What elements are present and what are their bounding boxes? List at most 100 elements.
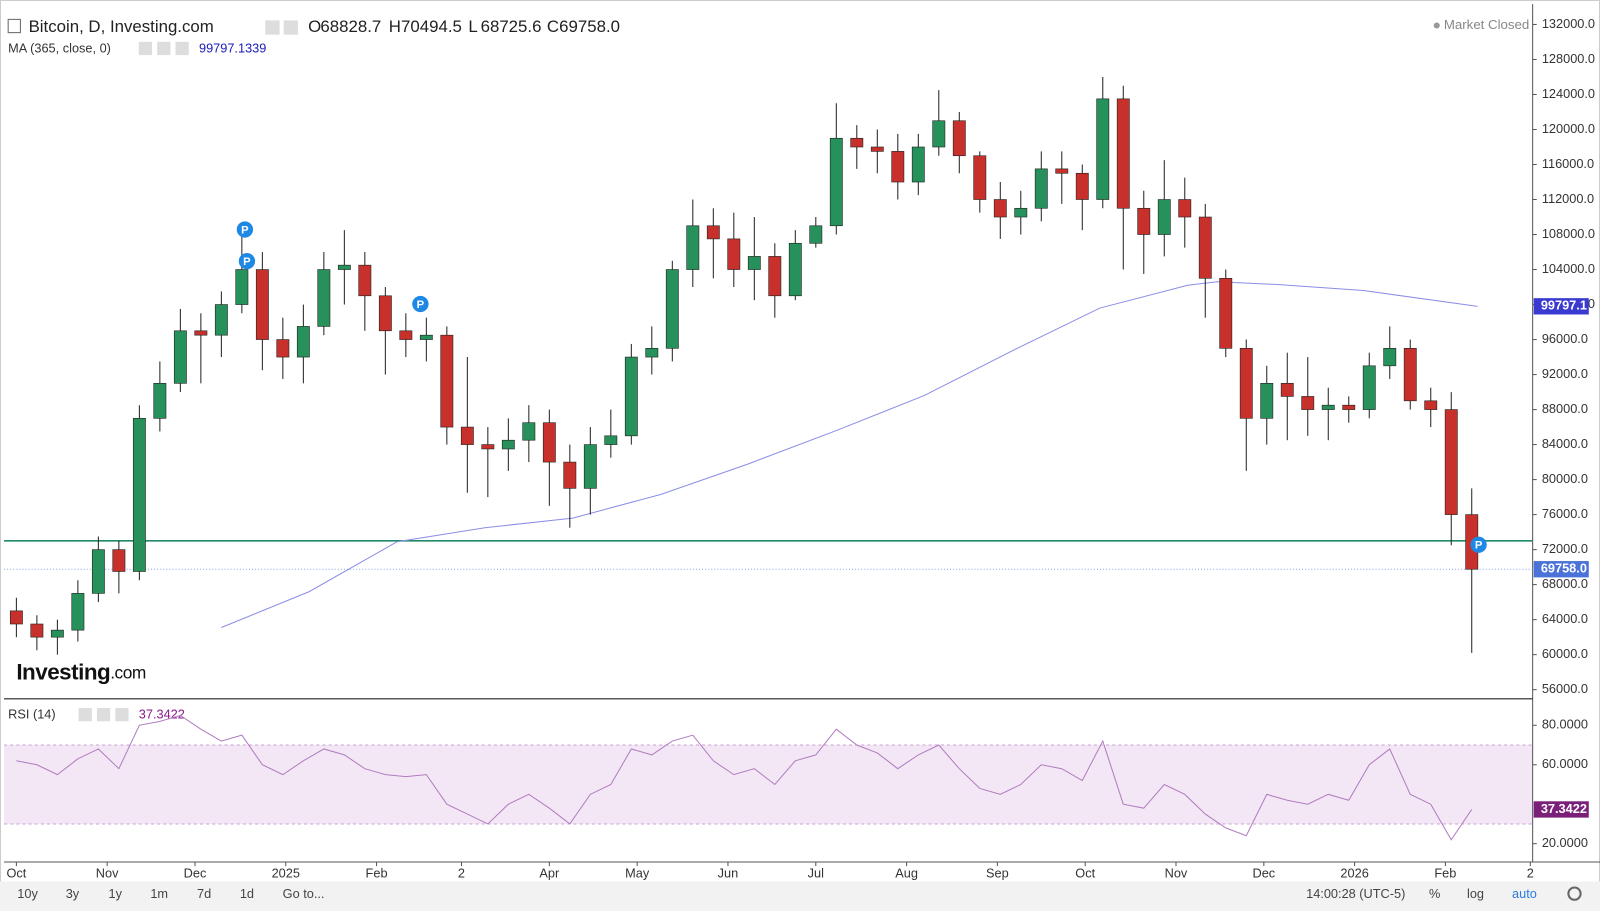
rsi-tag-label: 37.3422	[1541, 801, 1587, 816]
candle-body	[891, 151, 905, 183]
ohlc-key: L	[468, 17, 477, 36]
y-tick-label: 84000.0	[1542, 436, 1588, 451]
candle-body	[1137, 207, 1151, 235]
candle-body	[563, 461, 577, 489]
settings-button[interactable]	[1567, 886, 1582, 901]
y-tick-label: 116000.0	[1542, 156, 1594, 171]
candle-body	[1321, 404, 1335, 410]
candle-body	[1444, 409, 1458, 515]
candle-body	[1014, 207, 1028, 218]
x-tick-label: Aug	[895, 866, 918, 881]
candle-body	[727, 238, 741, 270]
candle-body	[1178, 199, 1192, 218]
range-button[interactable]: 1d	[240, 886, 254, 901]
candle-body	[296, 326, 310, 358]
range-button[interactable]: 1m	[150, 886, 168, 901]
settings-icon[interactable]	[138, 41, 153, 56]
status-dot	[1433, 22, 1440, 29]
x-tick-label: Feb	[366, 866, 388, 881]
y-tick-label: 96000.0	[1542, 331, 1588, 346]
candle-body	[91, 549, 105, 594]
candle-body	[1403, 348, 1417, 402]
candle-body	[1342, 404, 1356, 410]
settings-icon[interactable]	[78, 707, 92, 722]
candle-body	[1075, 172, 1089, 200]
candle-body	[358, 264, 372, 297]
x-tick-label: Sep	[986, 866, 1009, 881]
x-tick-label: Oct	[6, 866, 26, 881]
ohlc-value: 68725.6	[481, 17, 542, 36]
x-tick-label: Dec	[1252, 866, 1275, 881]
candle-body	[440, 334, 454, 428]
chart-title: Bitcoin, D, Investing.com	[29, 17, 214, 36]
ohlc-key: H	[389, 17, 401, 36]
range-button[interactable]: 3y	[66, 886, 80, 901]
close-icon[interactable]	[115, 707, 129, 722]
candle-body	[829, 137, 843, 227]
settings-icon[interactable]	[265, 20, 280, 35]
rsi-line	[16, 714, 1473, 841]
candle-body	[378, 295, 392, 332]
y-tick-label: 92000.0	[1542, 366, 1588, 381]
ma-legend: MA (365, close, 0)	[8, 40, 111, 55]
y-tick-label: 64000.0	[1542, 611, 1588, 626]
ohlc-key: C	[547, 17, 559, 36]
event-marker[interactable]	[238, 252, 256, 270]
candle-body	[132, 418, 146, 572]
candle-body	[1424, 400, 1438, 410]
candle-body	[768, 256, 782, 297]
x-tick-label: Nov	[96, 866, 119, 881]
event-marker-label: P	[241, 225, 249, 237]
settings-icon[interactable]	[157, 41, 171, 56]
candle-body	[173, 330, 187, 384]
settings-icon[interactable]	[283, 20, 298, 35]
candle-body	[686, 225, 700, 270]
clock: 14:00:28 (UTC-5)	[1306, 886, 1405, 901]
candle-body	[522, 422, 536, 441]
candle-body	[542, 422, 556, 463]
scale-option[interactable]: auto	[1512, 886, 1537, 901]
candle-body	[399, 330, 413, 340]
candle-body	[604, 435, 618, 445]
x-tick-label: Feb	[1434, 866, 1456, 881]
event-marker-label: P	[417, 299, 425, 311]
collapse-icon[interactable]	[7, 18, 21, 34]
scale-option[interactable]: log	[1467, 886, 1484, 901]
candle-body	[911, 146, 925, 183]
y-tick-label: 72000.0	[1542, 541, 1588, 556]
close-icon[interactable]	[175, 41, 189, 56]
goto-button[interactable]: Go to...	[283, 886, 325, 901]
ma-tag	[1533, 298, 1589, 315]
candle-body	[194, 330, 208, 336]
event-marker[interactable]	[1470, 536, 1487, 553]
range-button[interactable]: 1y	[109, 886, 123, 901]
candle-body	[809, 225, 823, 244]
candle-body	[1219, 277, 1233, 349]
rsi-y-tick-label: 60.0000	[1542, 756, 1588, 771]
x-tick-label: Apr	[539, 866, 560, 881]
logo: Investing.com	[16, 659, 146, 684]
candle-body	[501, 439, 515, 450]
logo-text: .com	[110, 662, 146, 682]
range-button[interactable]: 10y	[17, 886, 38, 901]
range-button[interactable]: 7d	[197, 886, 211, 901]
y-tick-label: 120000.0	[1542, 121, 1595, 136]
event-marker[interactable]	[412, 295, 429, 313]
y-tick-label: 60000.0	[1542, 646, 1588, 661]
candle-body	[665, 269, 679, 349]
y-tick-label: 128000.0	[1542, 51, 1595, 66]
event-marker[interactable]	[236, 221, 254, 238]
y-tick-label: 56000.0	[1542, 681, 1588, 696]
candle-body	[255, 269, 269, 340]
scale-option[interactable]: %	[1429, 886, 1440, 901]
ma-tag-label: 99797.1	[1541, 298, 1587, 313]
candle-body	[317, 269, 331, 327]
y-tick-label: 112000.0	[1542, 191, 1594, 206]
logo-text: Investing	[16, 659, 110, 684]
settings-icon[interactable]	[96, 707, 111, 722]
y-tick-label: 124000.0	[1542, 86, 1595, 101]
y-tick-label: 80000.0	[1542, 471, 1588, 486]
x-tick-label: Jun	[718, 866, 739, 881]
